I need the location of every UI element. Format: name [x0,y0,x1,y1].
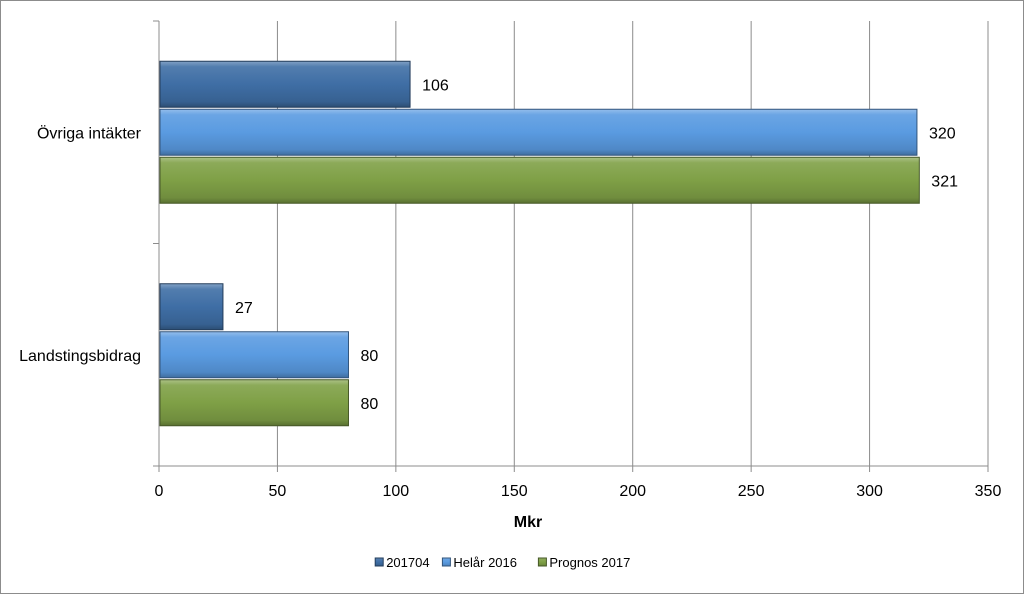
bar-201704-ovriga-intakter [159,60,411,108]
tick-labels: 0 50 100 150 200 250 300 350 [155,483,1002,500]
legend-label-prognos-2017: Prognos 2017 [549,555,630,570]
x-tick-label-300: 300 [856,483,883,500]
x-tick-label-350: 350 [975,483,1002,500]
legend: 201704 Helår 2016 Prognos 2017 [374,555,630,570]
x-tick-label-100: 100 [383,483,410,500]
bar-prognos-2017-landstingsbidrag [159,379,349,427]
axes [153,20,989,472]
data-label-helar-2016-landstingsbidrag: 80 [360,348,378,365]
legend-item-helar-2016: Helår 2016 [441,555,517,570]
legend-swatch-prognos-2017 [537,557,547,567]
data-labels: 106 320 321 27 80 80 [235,77,958,413]
legend-label-201704: 201704 [386,555,429,570]
legend-swatch-201704 [374,557,384,567]
legend-swatch-helar-2016 [441,557,451,567]
bar-prognos-2017-ovriga-intakter [159,156,920,204]
bar-201704-landstingsbidrag [159,283,224,331]
x-tick-label-50: 50 [269,483,287,500]
data-label-prognos-2017-landstingsbidrag: 80 [360,396,378,413]
x-tick-label-150: 150 [501,483,528,500]
bar-helar-2016-ovriga-intakter [159,108,918,156]
category-label-landstingsbidrag: Landstingsbidrag [19,348,141,365]
legend-item-201704: 201704 [374,555,430,570]
data-label-prognos-2017-ovriga-intakter: 321 [931,173,958,190]
legend-label-helar-2016: Helår 2016 [453,555,517,570]
bar-helar-2016-landstingsbidrag [159,331,349,379]
data-label-helar-2016-ovriga-intakter: 320 [929,125,956,142]
bars [159,60,920,427]
data-label-201704-landstingsbidrag: 27 [235,300,253,317]
data-label-201704-ovriga-intakter: 106 [422,77,449,94]
x-tick-label-0: 0 [155,483,164,500]
x-tick-label-200: 200 [619,483,646,500]
x-axis-title: Mkr [514,514,542,531]
legend-item-prognos-2017: Prognos 2017 [537,555,630,570]
x-tick-label-250: 250 [738,483,765,500]
category-label-ovriga-intakter: Övriga intäkter [37,124,142,142]
category-labels: Övriga intäkter Landstingsbidrag [19,124,142,365]
